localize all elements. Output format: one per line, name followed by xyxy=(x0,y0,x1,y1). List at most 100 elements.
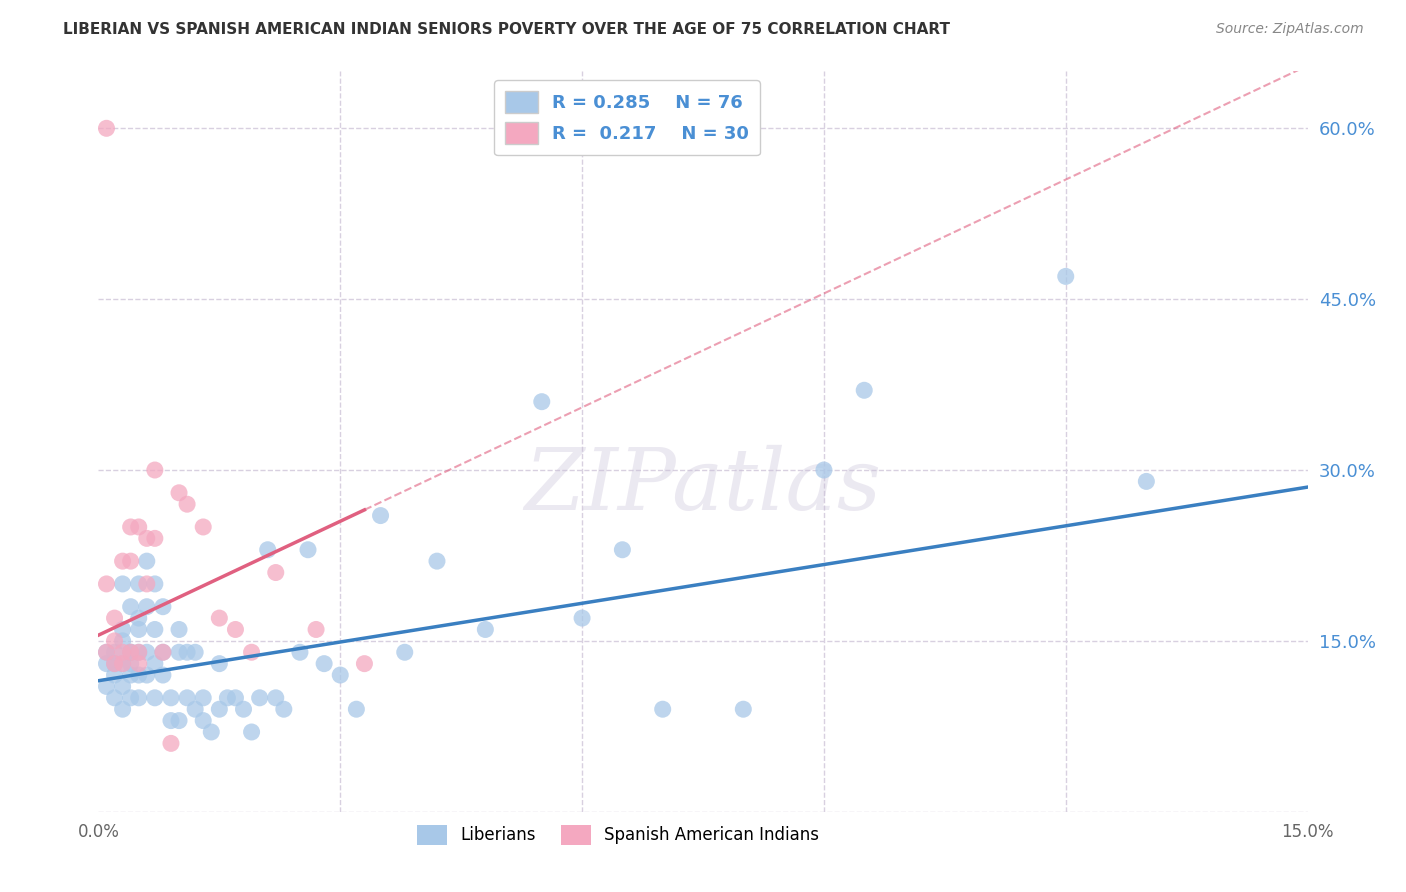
Point xyxy=(813,463,835,477)
Point xyxy=(200,725,222,739)
Point xyxy=(103,657,125,671)
Point xyxy=(1135,475,1157,489)
Point xyxy=(128,690,150,705)
Point xyxy=(143,463,166,477)
Point xyxy=(96,121,118,136)
Point xyxy=(128,645,150,659)
Point xyxy=(426,554,449,568)
Point xyxy=(273,702,295,716)
Point xyxy=(111,623,134,637)
Point xyxy=(128,520,150,534)
Point xyxy=(111,577,134,591)
Point xyxy=(305,623,328,637)
Point xyxy=(111,657,134,671)
Point xyxy=(111,657,134,671)
Point xyxy=(120,690,142,705)
Point xyxy=(297,542,319,557)
Point xyxy=(120,554,142,568)
Point xyxy=(96,577,118,591)
Point xyxy=(224,690,246,705)
Point xyxy=(264,690,287,705)
Text: ZIPatlas: ZIPatlas xyxy=(524,444,882,527)
Point xyxy=(240,725,263,739)
Point xyxy=(208,611,231,625)
Point xyxy=(111,680,134,694)
Point xyxy=(143,690,166,705)
Point xyxy=(96,645,118,659)
Point xyxy=(103,645,125,659)
Point xyxy=(370,508,392,523)
Point xyxy=(135,668,157,682)
Point xyxy=(152,645,174,659)
Point xyxy=(224,623,246,637)
Point xyxy=(264,566,287,580)
Point xyxy=(152,645,174,659)
Point xyxy=(103,668,125,682)
Point xyxy=(193,714,215,728)
Point xyxy=(394,645,416,659)
Point xyxy=(344,702,367,716)
Point xyxy=(128,657,150,671)
Point xyxy=(152,668,174,682)
Point xyxy=(314,657,336,671)
Point xyxy=(612,542,634,557)
Point xyxy=(160,714,183,728)
Legend: Liberians, Spanish American Indians: Liberians, Spanish American Indians xyxy=(411,818,827,852)
Point xyxy=(167,485,190,500)
Point xyxy=(135,532,157,546)
Point xyxy=(128,623,150,637)
Point xyxy=(152,599,174,614)
Point xyxy=(120,645,142,659)
Point xyxy=(120,668,142,682)
Point xyxy=(128,645,150,659)
Point xyxy=(103,657,125,671)
Point xyxy=(733,702,755,716)
Point xyxy=(135,645,157,659)
Point xyxy=(176,690,198,705)
Point xyxy=(184,702,207,716)
Point xyxy=(167,645,190,659)
Point xyxy=(111,554,134,568)
Point xyxy=(120,645,142,659)
Point xyxy=(167,623,190,637)
Point xyxy=(135,599,157,614)
Text: LIBERIAN VS SPANISH AMERICAN INDIAN SENIORS POVERTY OVER THE AGE OF 75 CORRELATI: LIBERIAN VS SPANISH AMERICAN INDIAN SENI… xyxy=(63,22,950,37)
Point xyxy=(176,645,198,659)
Point xyxy=(160,690,183,705)
Point xyxy=(143,623,166,637)
Point xyxy=(353,657,375,671)
Point xyxy=(193,520,215,534)
Point xyxy=(96,680,118,694)
Point xyxy=(96,645,118,659)
Point xyxy=(167,714,190,728)
Point xyxy=(853,384,876,398)
Point xyxy=(103,611,125,625)
Point xyxy=(288,645,311,659)
Point xyxy=(111,702,134,716)
Point xyxy=(120,520,142,534)
Point xyxy=(208,702,231,716)
Point xyxy=(474,623,496,637)
Point xyxy=(96,657,118,671)
Point xyxy=(217,690,239,705)
Point xyxy=(240,645,263,659)
Point xyxy=(128,611,150,625)
Point xyxy=(530,394,553,409)
Point xyxy=(160,736,183,750)
Point xyxy=(128,577,150,591)
Point xyxy=(193,690,215,705)
Point xyxy=(184,645,207,659)
Point xyxy=(111,633,134,648)
Point xyxy=(329,668,352,682)
Point xyxy=(111,645,134,659)
Point xyxy=(143,657,166,671)
Point xyxy=(208,657,231,671)
Point xyxy=(143,532,166,546)
Point xyxy=(135,554,157,568)
Point xyxy=(103,690,125,705)
Point xyxy=(120,645,142,659)
Point xyxy=(651,702,673,716)
Point xyxy=(249,690,271,705)
Point xyxy=(176,497,198,511)
Point xyxy=(103,633,125,648)
